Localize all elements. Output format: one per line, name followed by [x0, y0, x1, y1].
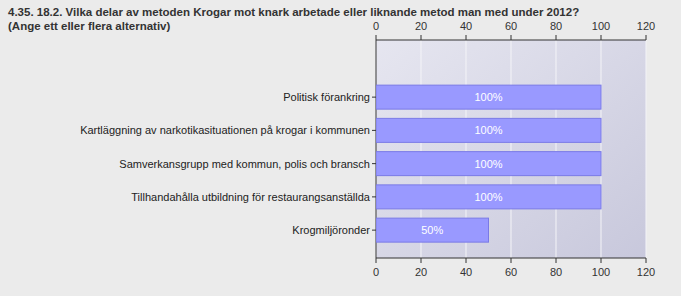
category-tick	[372, 196, 376, 197]
tick-bottom	[421, 258, 422, 263]
tick-top	[376, 35, 377, 40]
tick-label: 60	[505, 20, 517, 32]
plot-area	[376, 40, 646, 258]
tick-label: 40	[460, 266, 472, 278]
title: 4.35. 18.2. Vilka delar av metoden Kroga…	[8, 5, 673, 33]
grid-line	[556, 40, 557, 258]
tick-label: 20	[415, 20, 427, 32]
category-label: Politisk förankring	[283, 91, 370, 103]
tick-bottom	[376, 258, 377, 263]
tick-label: 100	[592, 266, 610, 278]
tick-label: 120	[637, 20, 655, 32]
tick-bottom	[601, 258, 602, 263]
axis-bottom	[376, 258, 646, 259]
grid-line	[601, 40, 602, 258]
data-label: 100%	[474, 191, 502, 203]
bars	[376, 85, 601, 242]
grid-line	[511, 40, 512, 258]
tick-top	[601, 35, 602, 40]
category-label: Samverkansgrupp med kommun, polis och br…	[119, 158, 370, 170]
category-tick	[372, 230, 376, 231]
tick-top	[421, 35, 422, 40]
category-tick	[372, 130, 376, 131]
tick-top	[646, 35, 647, 40]
category-label: Kartläggning av narkotikasituationen på …	[80, 124, 370, 136]
bar	[376, 152, 601, 176]
bar	[376, 85, 601, 109]
tick-label: 40	[460, 20, 472, 32]
tick-bottom	[511, 258, 512, 263]
category-label: Krogmiljöronder	[292, 224, 370, 236]
tick-top	[511, 35, 512, 40]
tick-bottom	[646, 258, 647, 263]
axis-top	[376, 40, 646, 41]
data-label: 100%	[474, 158, 502, 170]
tick-label: 100	[592, 20, 610, 32]
data-label: 50%	[421, 224, 443, 236]
tick-bottom	[466, 258, 467, 263]
tick-label: 0	[373, 20, 379, 32]
tick-label: 0	[373, 266, 379, 278]
tick-label: 80	[550, 20, 562, 32]
category-tick	[372, 163, 376, 164]
bar	[376, 118, 601, 142]
tick-label: 80	[550, 266, 562, 278]
tick-bottom	[556, 258, 557, 263]
tick-label: 120	[637, 266, 655, 278]
category-label: Tillhandahålla utbildning för restaurang…	[131, 191, 371, 203]
tick-top	[466, 35, 467, 40]
bar	[376, 185, 601, 209]
tick-label: 20	[415, 266, 427, 278]
data-label: 100%	[474, 91, 502, 103]
category-tick	[372, 97, 376, 98]
tick-label: 60	[505, 266, 517, 278]
bar	[376, 218, 489, 242]
chart: 0 0 20 20 40 40 60 60 80 80 100 100 120 120 Politisk f…	[0, 0, 681, 296]
grid-line	[646, 40, 647, 258]
data-label: 100%	[474, 124, 502, 136]
tick-top	[556, 35, 557, 40]
